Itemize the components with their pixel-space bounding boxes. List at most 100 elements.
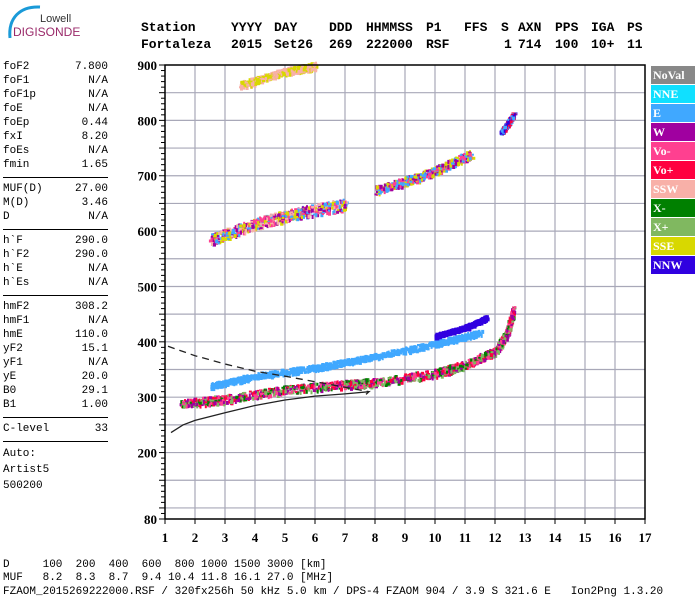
param-value: 29.1 <box>81 385 108 397</box>
echo-point <box>330 364 334 368</box>
echo-point <box>305 367 308 370</box>
echo-point <box>447 165 450 170</box>
echo-point <box>383 183 386 187</box>
echo-point <box>252 397 255 401</box>
echo-point <box>368 357 371 360</box>
param-row: h`F 290.0 <box>3 234 108 248</box>
echo-point <box>465 363 469 367</box>
param-value: 20.0 <box>81 371 108 383</box>
echo-point <box>291 372 294 377</box>
echo-point <box>236 379 240 382</box>
echo-point <box>320 202 324 206</box>
echo-point <box>207 398 209 402</box>
echo-point <box>350 386 353 391</box>
echo-point <box>462 157 466 162</box>
echo-point <box>220 236 223 240</box>
echo-point <box>330 386 334 389</box>
echo-point <box>358 386 362 389</box>
echo-point <box>407 376 410 381</box>
echo-point <box>315 369 318 372</box>
echo-point <box>292 216 296 219</box>
echo-point <box>264 220 268 224</box>
echo-point <box>220 397 224 400</box>
param-row: h`E N/A <box>3 262 108 276</box>
echo-point <box>202 396 204 400</box>
param-name: h`F <box>3 235 23 247</box>
echo-point <box>182 405 184 409</box>
echo-point <box>395 185 398 190</box>
echo-point <box>290 211 294 214</box>
echo-point <box>253 375 256 378</box>
echo-point <box>456 156 459 159</box>
echo-point <box>475 330 479 334</box>
echo-point <box>318 368 322 371</box>
echo-point <box>441 340 444 344</box>
echo-point <box>438 165 441 169</box>
param-row: yF2 15.1 <box>3 342 108 356</box>
echo-point <box>338 364 341 368</box>
echo-point <box>265 224 268 227</box>
echo-point <box>478 354 482 357</box>
echo-point <box>261 371 264 376</box>
echo-point <box>416 180 419 185</box>
echo-point <box>279 371 283 374</box>
param-value: 33 <box>94 423 108 435</box>
echo-point <box>184 402 187 406</box>
echo-point <box>393 379 397 384</box>
echo-point <box>508 319 512 324</box>
echo-point <box>359 355 362 358</box>
echo-point <box>441 331 445 336</box>
echo-point <box>458 368 461 372</box>
echo-point <box>236 376 240 379</box>
echo-point <box>431 174 435 179</box>
param-row: yE 20.0 <box>3 370 108 384</box>
echo-point <box>266 216 269 221</box>
echo-point <box>375 356 379 360</box>
echo-point <box>331 201 335 206</box>
echo-point <box>310 390 313 395</box>
echo-point <box>463 363 467 366</box>
echo-point <box>341 382 344 385</box>
echo-point <box>257 217 260 220</box>
echo-point <box>476 355 479 358</box>
echo-point <box>381 383 385 387</box>
echo-point <box>184 399 186 402</box>
echo-point <box>261 389 264 392</box>
echo-point <box>320 213 324 218</box>
echo-point <box>244 375 247 378</box>
echo-point <box>189 401 192 404</box>
echo-point <box>340 209 343 212</box>
echo-point <box>214 382 217 385</box>
echo-point <box>505 332 509 337</box>
echo-point <box>268 387 271 390</box>
echo-point <box>381 353 385 356</box>
echo-point <box>218 402 222 406</box>
echo-point <box>445 168 448 173</box>
echo-point <box>464 333 466 337</box>
echo-point <box>345 380 348 384</box>
echo-point <box>317 210 320 214</box>
echo-point <box>434 341 438 345</box>
echo-point <box>362 379 365 383</box>
echo-point <box>453 336 456 341</box>
echo-point <box>508 317 511 320</box>
echo-point <box>329 203 332 206</box>
echo-point <box>289 368 293 371</box>
logo-digisonde: DIGISONDE <box>13 25 81 39</box>
echo-point <box>280 221 284 226</box>
echo-point <box>387 350 390 353</box>
echo-point <box>359 384 362 387</box>
echo-point <box>383 354 386 358</box>
echo-point <box>400 380 404 385</box>
echo-point <box>315 205 318 207</box>
echo-point <box>340 205 343 208</box>
echo-point <box>195 402 198 406</box>
echo-point <box>363 358 366 363</box>
echo-point <box>243 393 246 398</box>
echo-point <box>228 232 231 236</box>
echo-point <box>210 237 213 242</box>
echo-point <box>441 369 445 373</box>
echo-point <box>388 185 391 188</box>
echo-point <box>387 377 391 380</box>
echo-point <box>462 336 466 339</box>
